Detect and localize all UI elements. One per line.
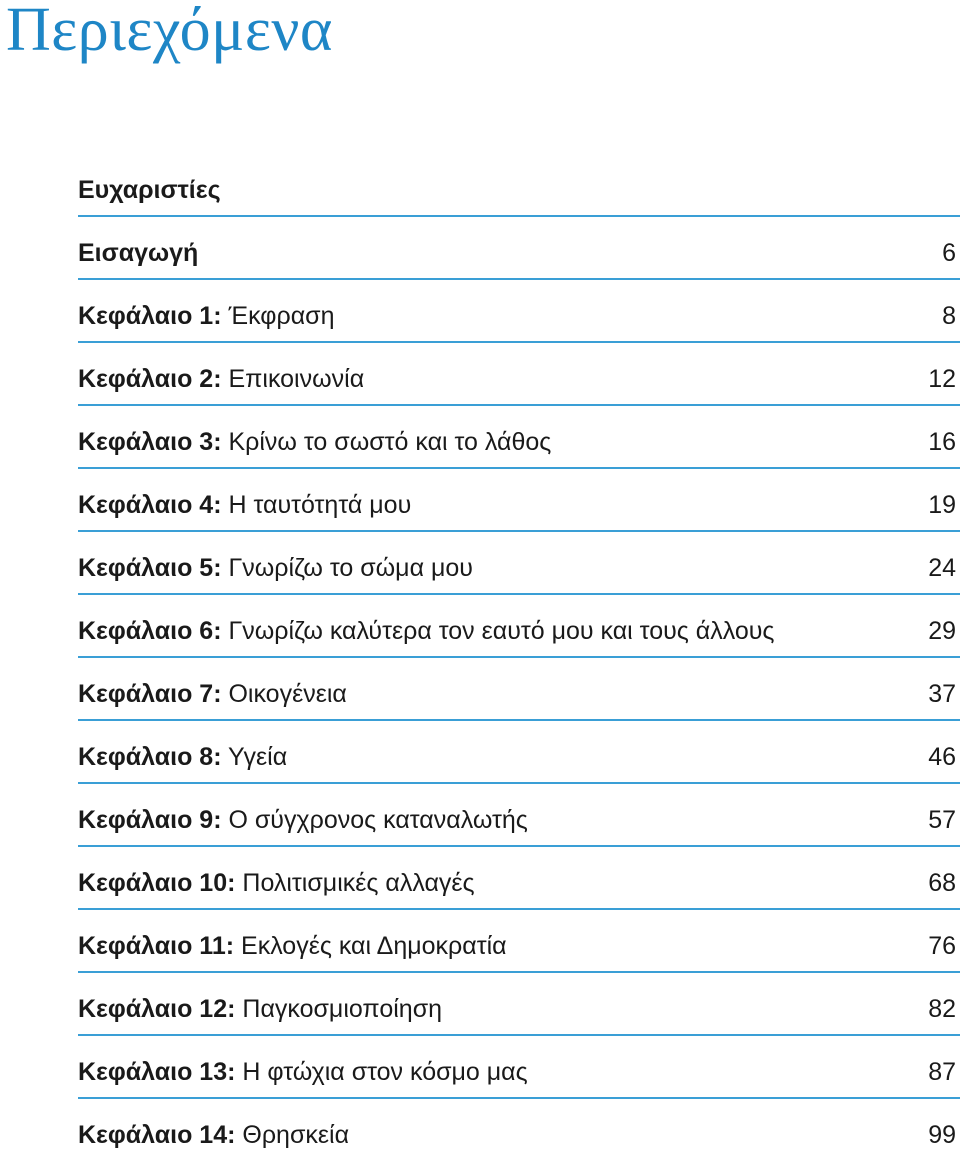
toc-entry-label: Κεφάλαιο 2: (78, 365, 222, 393)
toc-entry-label: Κεφάλαιο 6: (78, 617, 222, 645)
toc-entry-label: Κεφάλαιο 5: (78, 554, 222, 582)
toc-entry-label: Κεφάλαιο 9: (78, 806, 222, 834)
toc-page-number: 19 (928, 491, 956, 519)
toc-entry-label: Κεφάλαιο 14: (78, 1121, 236, 1149)
toc-entry-text: Κεφάλαιο 7: Οικογένεια (78, 679, 347, 709)
toc-entry-label: Κεφάλαιο 1: (78, 302, 222, 330)
toc-page-number: 8 (942, 302, 956, 330)
toc-row-chapter-8[interactable]: Κεφάλαιο 8: Υγεία 46 (78, 722, 960, 785)
toc-entry-label: Εισαγωγή (78, 239, 199, 267)
toc-entry-label: Κεφάλαιο 13: (78, 1058, 236, 1086)
toc-entry-title: Η ταυτότητά μου (228, 491, 412, 519)
toc-row-chapter-10[interactable]: Κεφάλαιο 10: Πολιτισμικές αλλαγές 68 (78, 848, 960, 911)
toc-page-number: 87 (928, 1058, 956, 1086)
toc-row-chapter-5[interactable]: Κεφάλαιο 5: Γνωρίζω το σώμα μου 24 (78, 533, 960, 596)
table-of-contents: Ευχαριστίες Εισαγωγή 6 Κεφάλαιο 1: Έκφρα… (78, 155, 960, 1163)
toc-entry-title: Υγεία (228, 743, 288, 771)
toc-entry-label: Κεφάλαιο 8: (78, 743, 222, 771)
toc-entry-title: Παγκοσμιοποίηση (242, 995, 443, 1023)
toc-entry-text: Κεφάλαιο 5: Γνωρίζω το σώμα μου (78, 553, 473, 583)
toc-row-chapter-9[interactable]: Κεφάλαιο 9: Ο σύγχρονος καταναλωτής 57 (78, 785, 960, 848)
toc-page-number: 46 (928, 743, 956, 771)
toc-entry-text: Εισαγωγή (78, 238, 198, 268)
toc-entry-title: Θρησκεία (242, 1121, 350, 1149)
toc-entry-title: Επικοινωνία (228, 365, 365, 393)
toc-entry-text: Κεφάλαιο 2: Επικοινωνία (78, 364, 364, 394)
toc-entry-label: Κεφάλαιο 4: (78, 491, 222, 519)
toc-row-chapter-11[interactable]: Κεφάλαιο 11: Εκλογές και Δημοκρατία 76 (78, 911, 960, 974)
toc-entry-label: Ευχαριστίες (78, 176, 221, 204)
toc-entry-title: Η φτώχια στον κόσμο μας (242, 1058, 528, 1086)
toc-entry-text: Κεφάλαιο 12: Παγκοσμιοποίηση (78, 994, 442, 1024)
toc-page-number: 6 (942, 239, 956, 267)
toc-page-number: 37 (928, 680, 956, 708)
toc-page-number: 29 (928, 617, 956, 645)
toc-entry-text: Κεφάλαιο 10: Πολιτισμικές αλλαγές (78, 868, 475, 898)
toc-entry-title: Γνωρίζω καλύτερα τον εαυτό μου και τους … (228, 617, 775, 645)
toc-row-chapter-14[interactable]: Κεφάλαιο 14: Θρησκεία 99 (78, 1100, 960, 1163)
toc-entry-text: Κεφάλαιο 4: Η ταυτότητά μου (78, 490, 411, 520)
toc-page-number: 82 (928, 995, 956, 1023)
toc-entry-label: Κεφάλαιο 11: (78, 932, 235, 960)
toc-entry-title: Κρίνω το σωστό και το λάθος (228, 428, 552, 456)
toc-entry-label: Κεφάλαιο 7: (78, 680, 222, 708)
toc-entry-text: Κεφάλαιο 6: Γνωρίζω καλύτερα τον εαυτό μ… (78, 616, 774, 646)
toc-row-chapter-12[interactable]: Κεφάλαιο 12: Παγκοσμιοποίηση 82 (78, 974, 960, 1037)
toc-row-acknowledgements[interactable]: Ευχαριστίες (78, 155, 960, 218)
toc-row-chapter-6[interactable]: Κεφάλαιο 6: Γνωρίζω καλύτερα τον εαυτό μ… (78, 596, 960, 659)
toc-entry-text: Κεφάλαιο 13: Η φτώχια στον κόσμο μας (78, 1057, 528, 1087)
toc-row-introduction[interactable]: Εισαγωγή 6 (78, 218, 960, 281)
toc-row-chapter-2[interactable]: Κεφάλαιο 2: Επικοινωνία 12 (78, 344, 960, 407)
toc-entry-title: Έκφραση (228, 302, 335, 330)
page-title: Περιεχόμενα (6, 0, 333, 64)
toc-entry-text: Κεφάλαιο 9: Ο σύγχρονος καταναλωτής (78, 805, 528, 835)
toc-row-chapter-13[interactable]: Κεφάλαιο 13: Η φτώχια στον κόσμο μας 87 (78, 1037, 960, 1100)
toc-row-chapter-1[interactable]: Κεφάλαιο 1: Έκφραση 8 (78, 281, 960, 344)
toc-entry-text: Ευχαριστίες (78, 175, 221, 205)
toc-page-number: 12 (928, 365, 956, 393)
toc-entry-text: Κεφάλαιο 3: Κρίνω το σωστό και το λάθος (78, 427, 551, 457)
toc-entry-label: Κεφάλαιο 12: (78, 995, 236, 1023)
toc-page-number: 68 (928, 869, 956, 897)
toc-entry-text: Κεφάλαιο 14: Θρησκεία (78, 1120, 349, 1150)
toc-page-number: 76 (928, 932, 956, 960)
toc-entry-label: Κεφάλαιο 3: (78, 428, 222, 456)
toc-entry-text: Κεφάλαιο 8: Υγεία (78, 742, 287, 772)
toc-entry-title: Γνωρίζω το σώμα μου (228, 554, 473, 582)
toc-entry-title: Εκλογές και Δημοκρατία (241, 932, 507, 960)
toc-page-number: 16 (928, 428, 956, 456)
toc-entry-title: Οικογένεια (228, 680, 347, 708)
toc-row-chapter-4[interactable]: Κεφάλαιο 4: Η ταυτότητά μου 19 (78, 470, 960, 533)
toc-entry-title: Πολιτισμικές αλλαγές (242, 869, 475, 897)
toc-entry-text: Κεφάλαιο 1: Έκφραση (78, 301, 335, 331)
toc-page-number: 99 (928, 1121, 956, 1149)
toc-row-chapter-7[interactable]: Κεφάλαιο 7: Οικογένεια 37 (78, 659, 960, 722)
toc-entry-text: Κεφάλαιο 11: Εκλογές και Δημοκρατία (78, 931, 507, 961)
toc-entry-label: Κεφάλαιο 10: (78, 869, 236, 897)
toc-page-number: 24 (928, 554, 956, 582)
toc-page-number: 57 (928, 806, 956, 834)
toc-entry-title: Ο σύγχρονος καταναλωτής (228, 806, 528, 834)
toc-row-chapter-3[interactable]: Κεφάλαιο 3: Κρίνω το σωστό και το λάθος … (78, 407, 960, 470)
